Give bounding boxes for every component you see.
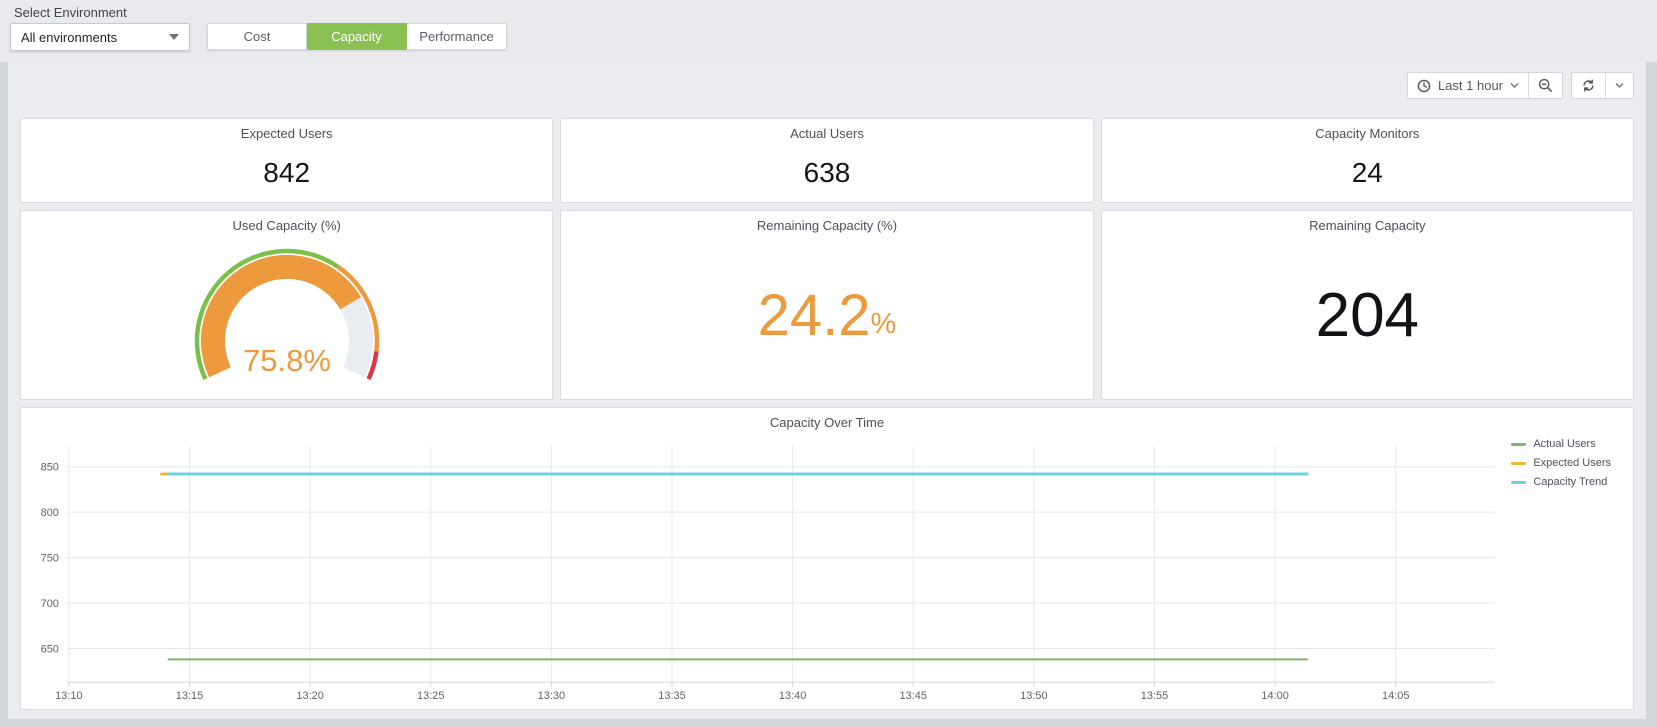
y-axis-tick-label: 750: [41, 553, 59, 565]
legend-swatch-icon: [1511, 480, 1527, 484]
x-axis-tick-label: 13:35: [658, 690, 685, 702]
chart-row: Capacity Over Time 650 700 750 800 850 13:10 1…: [20, 407, 1634, 710]
time-range-picker-button[interactable]: Last 1 hour: [1408, 73, 1528, 98]
panel-title: Expected Users: [240, 126, 333, 141]
view-tabs: Cost Capacity Performance: [207, 23, 507, 50]
capacity-over-time-chart: 650 700 750 800 850 13:10 13:15 13:20 13:25 13:30…: [21, 408, 1633, 709]
x-axis-tick-label: 13:30: [538, 690, 565, 702]
environment-dropdown[interactable]: All environments: [10, 23, 190, 51]
x-axis-tick-label: 14:05: [1382, 690, 1409, 702]
chart-title: Capacity Over Time: [769, 415, 885, 430]
remaining-capacity-pct-value: 24.2 %: [561, 241, 1092, 389]
gauge-chart: 75.8%: [194, 248, 379, 380]
time-range-label: Last 1 hour: [1437, 78, 1503, 93]
y-axis-tick-label: 850: [41, 462, 59, 474]
panel-actual-users: Actual Users 638: [560, 118, 1094, 203]
x-axis-tick-label: 13:15: [176, 690, 203, 702]
remaining-capacity-value: 204: [1315, 280, 1420, 350]
refresh-interval-dropdown-button[interactable]: [1605, 73, 1633, 98]
x-axis-tick-label: 13:40: [779, 690, 806, 702]
panel-title: Remaining Capacity (%): [756, 218, 898, 233]
time-series-plot[interactable]: 650 700 750 800 850 13:10 13:15 13:20 13:25 13:30…: [21, 408, 1633, 709]
chart-legend: Actual Users Expected Users Capacity Trend: [1511, 438, 1611, 488]
legend-label: Actual Users: [1533, 438, 1596, 450]
panel-capacity-over-time: Capacity Over Time 650 700 750 800 850 13:10 1…: [20, 407, 1634, 710]
chevron-down-icon: [1510, 83, 1519, 88]
panel-title: Capacity Monitors: [1315, 126, 1420, 141]
tab-performance[interactable]: Performance: [407, 23, 507, 50]
tab-capacity[interactable]: Capacity: [307, 23, 407, 50]
x-axis-tick-label: 13:25: [417, 690, 444, 702]
panel-title: Used Capacity (%): [232, 218, 341, 233]
pct-number: 24.2: [757, 282, 871, 348]
expected-users-value: 842: [263, 156, 311, 188]
x-axis-tick-label: 13:55: [1141, 690, 1168, 702]
zoom-out-button[interactable]: [1528, 73, 1562, 98]
x-axis-tick-label: 13:10: [55, 690, 82, 702]
legend-label: Expected Users: [1533, 457, 1611, 469]
legend-item-expected-users[interactable]: Expected Users: [1511, 457, 1611, 469]
tab-cost[interactable]: Cost: [207, 23, 307, 50]
chevron-down-icon: [1615, 83, 1624, 88]
stats-row: Expected Users 842 Actual Users 638 Capa…: [20, 118, 1634, 203]
panel-title: Remaining Capacity: [1309, 218, 1426, 233]
legend-swatch-icon: [1511, 442, 1527, 446]
x-axis-tick-label: 13:50: [1020, 690, 1047, 702]
caret-down-icon: [169, 34, 179, 40]
panel-remaining-capacity: Remaining Capacity 204: [1100, 210, 1634, 400]
y-axis-tick-label: 650: [41, 643, 59, 655]
zoom-out-icon: [1538, 78, 1552, 92]
panel-remaining-capacity-pct: Remaining Capacity (%) 24.2 %: [560, 210, 1094, 400]
legend-item-actual-users[interactable]: Actual Users: [1511, 438, 1611, 450]
gauge-value-label: 75.8%: [243, 343, 331, 378]
legend-swatch-icon: [1511, 461, 1527, 465]
panel-title: Actual Users: [790, 126, 864, 141]
legend-label: Capacity Trend: [1533, 476, 1608, 488]
environment-dropdown-value: All environments: [21, 29, 118, 45]
panel-used-capacity-gauge: Used Capacity (%) 75.8%: [20, 210, 554, 400]
x-axis-tick-label: 13:45: [900, 690, 927, 702]
y-axis-tick-label: 700: [41, 598, 59, 610]
pct-suffix: %: [870, 307, 897, 340]
panel-expected-users: Expected Users 842: [20, 118, 554, 203]
clock-icon: [1417, 79, 1431, 92]
dashboard-toolbar: Last 1 hour: [20, 72, 1634, 99]
capacity-row: Used Capacity (%) 75.8% Remaining Capaci…: [20, 210, 1634, 400]
capacity-dashboard: Last 1 hour: [8, 62, 1646, 719]
panel-grid: Expected Users 842 Actual Users 638 Capa…: [20, 118, 1634, 710]
panel-capacity-monitors: Capacity Monitors 24: [1100, 118, 1634, 203]
environment-bar: Select Environment All environments Cost…: [0, 0, 1657, 62]
refresh-group: [1571, 72, 1634, 99]
y-axis-tick-label: 800: [41, 507, 59, 519]
actual-users-value: 638: [803, 156, 851, 188]
x-axis-tick-label: 14:00: [1261, 690, 1288, 702]
legend-item-capacity-trend[interactable]: Capacity Trend: [1511, 476, 1611, 488]
used-capacity-gauge: 75.8%: [21, 237, 552, 399]
capacity-monitors-value: 24: [1351, 156, 1383, 188]
x-axis-tick-label: 13:20: [296, 690, 323, 702]
environment-bar-label: Select Environment: [14, 5, 127, 20]
refresh-button[interactable]: [1572, 73, 1605, 98]
refresh-icon: [1583, 79, 1594, 92]
time-controls-group: Last 1 hour: [1406, 72, 1563, 99]
